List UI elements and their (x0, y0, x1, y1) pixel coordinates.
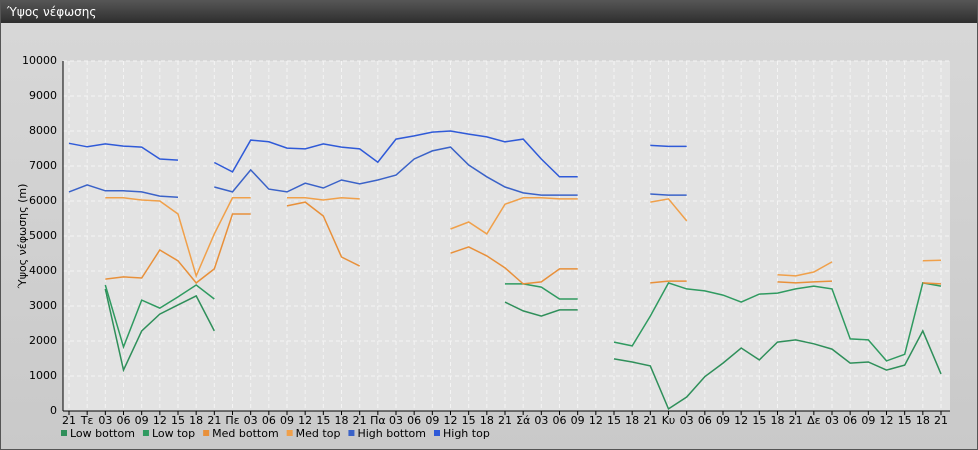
x-tick-label: Δε (807, 414, 821, 427)
x-tick-label: 06 (698, 414, 712, 427)
legend-label: Med top (296, 427, 341, 440)
legend-label: Low top (152, 427, 195, 440)
legend-swatch (348, 430, 355, 436)
legend-swatch (286, 430, 293, 436)
x-tick-label: 12 (153, 414, 167, 427)
x-tick-label: Κυ (662, 414, 676, 427)
x-tick-label: 21 (643, 414, 657, 427)
y-tick-label: 9000 (29, 89, 57, 102)
window-title: Ύψος νέφωσης (1, 1, 977, 23)
x-tick-label: 12 (589, 414, 603, 427)
x-tick-label: 18 (189, 414, 203, 427)
x-tick-label: 06 (843, 414, 857, 427)
x-tick-label: Πα (370, 414, 386, 427)
x-tick-label: 21 (498, 414, 512, 427)
y-tick-label: 5000 (29, 229, 57, 242)
legend-label: Med bottom (212, 427, 279, 440)
series-line (104, 281, 942, 362)
x-tick-label: 18 (480, 414, 494, 427)
x-tick-label: 21 (934, 414, 948, 427)
series-line (68, 146, 687, 198)
y-tick-label: 7000 (29, 159, 57, 172)
x-tick-label: 09 (861, 414, 875, 427)
y-axis-label: Ύψος νέφωσης (m) (16, 184, 29, 290)
x-tick-label: 21 (353, 414, 367, 427)
x-tick-label: 09 (135, 414, 149, 427)
x-tick-label: 18 (916, 414, 930, 427)
series-line (68, 130, 687, 178)
y-tick-label: 0 (50, 404, 57, 417)
y-tick-label: 3000 (29, 299, 57, 312)
x-tick-label: 12 (444, 414, 458, 427)
x-tick-label: 09 (571, 414, 585, 427)
x-tick-label: 12 (880, 414, 894, 427)
x-tick-label: 06 (407, 414, 421, 427)
x-tick-label: 12 (298, 414, 312, 427)
legend-label: High bottom (357, 427, 426, 440)
legend-swatch (434, 430, 440, 436)
x-tick-label: 15 (607, 414, 621, 427)
x-tick-label: 21 (62, 414, 76, 427)
series-line (104, 288, 942, 411)
x-tick-label: 15 (462, 414, 476, 427)
y-tick-label: 1000 (29, 369, 57, 382)
legend-swatch (142, 430, 149, 436)
y-tick-label: 10000 (22, 54, 57, 67)
y-tick-label: 8000 (29, 124, 57, 137)
x-tick-label: 03 (98, 414, 112, 427)
x-tick-label: 06 (262, 414, 276, 427)
x-tick-label: 09 (425, 414, 439, 427)
x-tick-label: 15 (898, 414, 912, 427)
x-tick-label: 03 (389, 414, 403, 427)
y-tick-label: 4000 (29, 264, 57, 277)
y-tick-label: 2000 (29, 334, 57, 347)
x-tick-label: 15 (171, 414, 185, 427)
x-tick-label: 18 (771, 414, 785, 427)
x-tick-label: Πε (225, 414, 239, 427)
legend-swatch (61, 430, 67, 436)
x-tick-label: 03 (680, 414, 694, 427)
legend-label: High top (443, 427, 490, 440)
chart: Ύψος νέφωσης (m) 0 1000 2000 3000 4000 5000 60… (16, 54, 950, 440)
x-tick-label: 06 (553, 414, 567, 427)
x-tick-label: 03 (534, 414, 548, 427)
x-tick-label: 21 (207, 414, 221, 427)
series-line (105, 197, 942, 279)
x-tick-label: 21 (789, 414, 803, 427)
x-tick-label: Τε (80, 414, 94, 427)
legend-label: Low bottom (70, 427, 135, 440)
x-tick-label: 15 (752, 414, 766, 427)
x-tick-label: 09 (716, 414, 730, 427)
legend-swatch (203, 430, 210, 436)
x-tick-label: 18 (625, 414, 639, 427)
x-tick-label: 03 (244, 414, 258, 427)
y-tick-label: 6000 (29, 194, 57, 207)
x-tick-label: 09 (280, 414, 294, 427)
x-tick-label: 03 (825, 414, 839, 427)
x-tick-label: 15 (316, 414, 330, 427)
x-tick-label: Σά (516, 414, 530, 427)
x-tick-label: 06 (117, 414, 131, 427)
x-tick-label: 18 (335, 414, 349, 427)
x-tick-label: 12 (734, 414, 748, 427)
series-line (105, 201, 942, 285)
